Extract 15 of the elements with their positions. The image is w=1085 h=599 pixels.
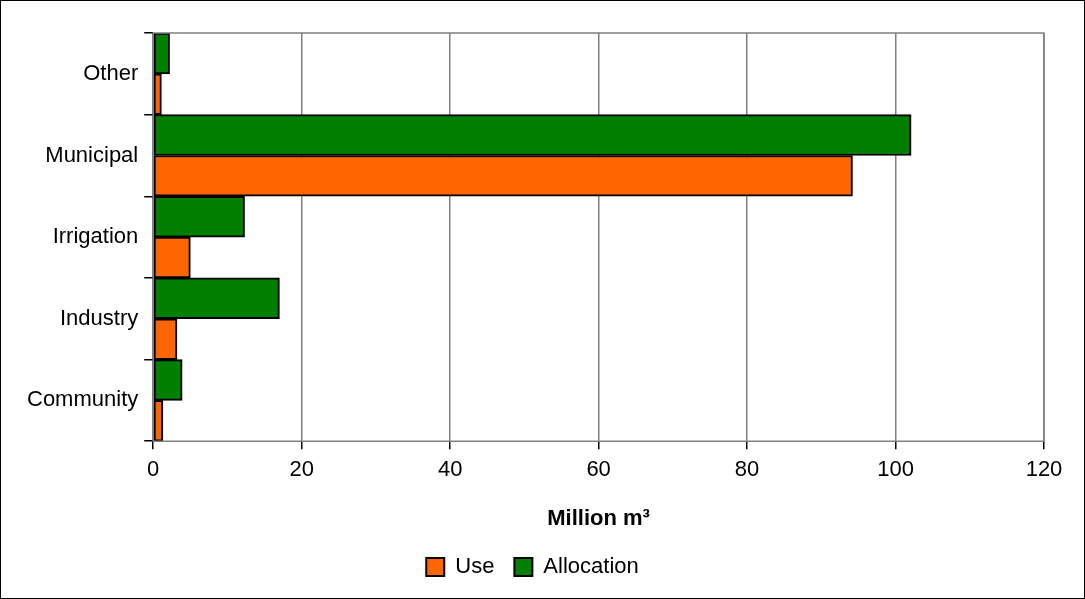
x-tick-label: 80	[734, 456, 760, 482]
y-tick-label: Other	[83, 59, 139, 85]
legend-label: Allocation	[543, 553, 639, 579]
y-tick-label: Irrigation	[52, 223, 139, 249]
x-tick-label: 120	[1025, 456, 1063, 482]
x-tick-label: 60	[586, 456, 611, 482]
x-tick-label: 20	[289, 456, 314, 482]
x-tick-label: 40	[437, 456, 463, 482]
y-tick-label: Industry	[59, 304, 139, 330]
legend-label: Use	[455, 553, 495, 579]
y-tick-label: Community	[27, 386, 139, 412]
x-axis-title: Million m³	[547, 504, 650, 530]
x-tick-label: 100	[877, 456, 914, 482]
x-tick-label: 0	[147, 456, 160, 482]
y-tick-label: Municipal	[45, 141, 139, 167]
